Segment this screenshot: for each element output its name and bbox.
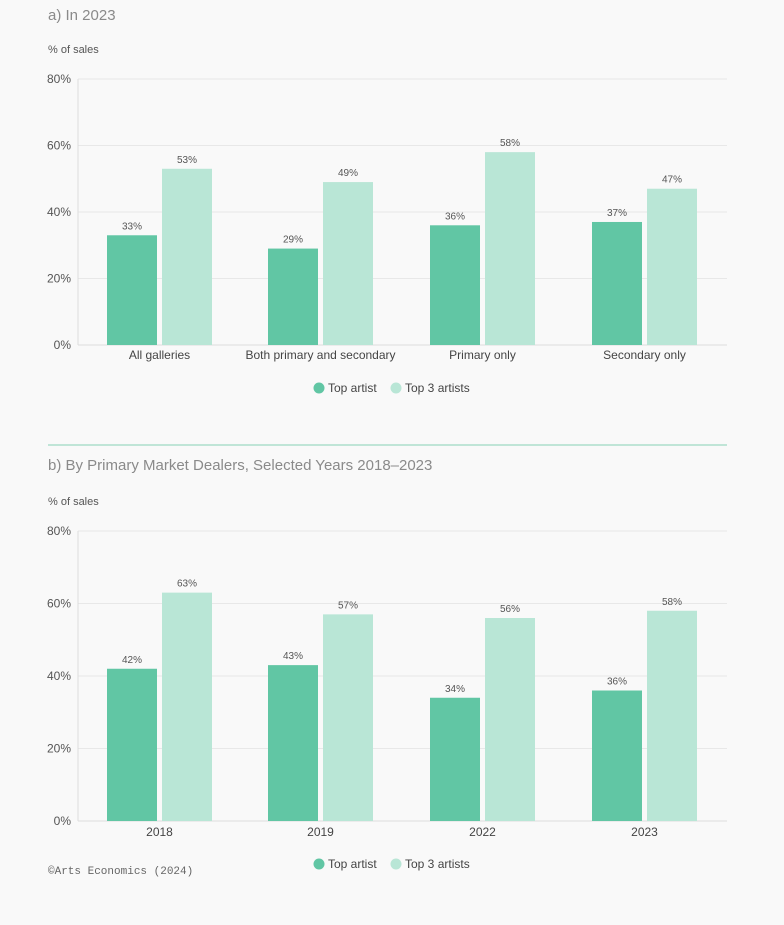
y-axis-label: % of sales (48, 496, 99, 508)
bar (107, 668, 157, 821)
panel-title: a) In 2023 (48, 7, 116, 24)
bar (162, 592, 212, 821)
bar (485, 152, 535, 345)
source-note: ©Arts Economics (2024) (48, 866, 194, 878)
data-label: 36% (607, 677, 627, 688)
x-category-label: Both primary and secondary (245, 348, 395, 362)
data-label: 58% (500, 138, 520, 149)
bar (592, 221, 642, 345)
y-axis-label: % of sales (48, 44, 99, 56)
bar (323, 182, 373, 345)
bar (107, 235, 157, 345)
y-tick-label: 40% (47, 205, 71, 219)
data-label: 58% (662, 597, 682, 608)
data-label: 33% (122, 221, 142, 232)
y-tick-label: 20% (47, 742, 71, 756)
data-label: 36% (445, 211, 465, 222)
panel-title: b) By Primary Market Dealers, Selected Y… (48, 457, 432, 474)
legend-label: Top artist (328, 381, 377, 395)
data-label: 29% (283, 235, 303, 246)
legend-label: Top 3 artists (405, 381, 470, 395)
data-label: 42% (122, 655, 142, 666)
bar (485, 618, 535, 821)
data-label: 63% (177, 579, 197, 590)
y-tick-label: 60% (47, 597, 71, 611)
x-category-label: 2022 (469, 825, 496, 839)
legend-label: Top artist (328, 857, 377, 871)
data-label: 56% (500, 604, 520, 615)
x-category-label: All galleries (129, 348, 190, 362)
bar (268, 248, 318, 345)
y-tick-label: 0% (54, 338, 72, 352)
bar (647, 188, 697, 345)
y-tick-label: 40% (47, 669, 71, 683)
data-label: 34% (445, 684, 465, 695)
bar (430, 225, 480, 345)
data-label: 43% (283, 651, 303, 662)
legend-swatch (390, 382, 402, 394)
bar (592, 690, 642, 821)
bar (162, 168, 212, 345)
data-label: 49% (338, 168, 358, 179)
bar (268, 665, 318, 821)
bar (323, 614, 373, 821)
y-tick-label: 20% (47, 272, 71, 286)
legend-swatch (313, 382, 325, 394)
data-label: 57% (338, 600, 358, 611)
y-tick-label: 80% (47, 524, 71, 538)
bar (430, 697, 480, 821)
data-label: 53% (177, 155, 197, 166)
legend-swatch (390, 858, 402, 870)
data-label: 47% (662, 175, 682, 186)
x-category-label: 2023 (631, 825, 658, 839)
data-label: 37% (607, 208, 627, 219)
x-category-label: Secondary only (603, 348, 686, 362)
x-category-label: 2018 (146, 825, 173, 839)
y-tick-label: 80% (47, 72, 71, 86)
y-tick-label: 60% (47, 139, 71, 153)
legend-swatch (313, 858, 325, 870)
bar (647, 610, 697, 821)
x-category-label: Primary only (449, 348, 516, 362)
legend-label: Top 3 artists (405, 857, 470, 871)
y-tick-label: 0% (54, 814, 72, 828)
x-category-label: 2019 (307, 825, 334, 839)
